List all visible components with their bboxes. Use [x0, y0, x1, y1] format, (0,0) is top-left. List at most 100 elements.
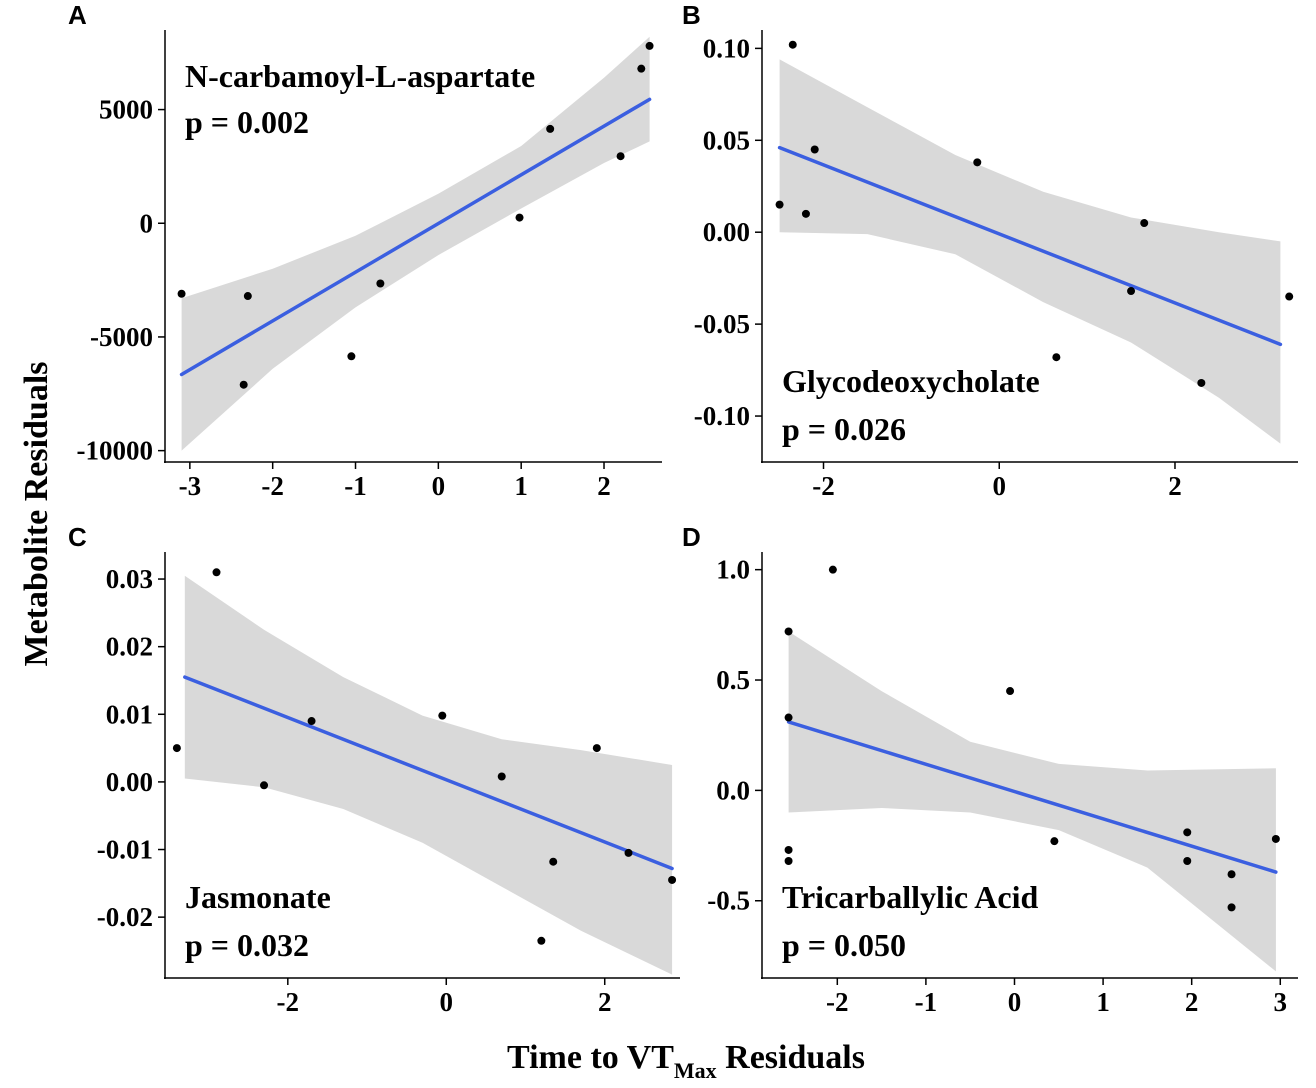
fit-line [777, 145, 1283, 347]
data-point [788, 40, 797, 49]
data-point [637, 64, 646, 73]
x-tick-label: 1 [1096, 987, 1110, 1017]
y-tick-label: 0.10 [703, 33, 750, 63]
data-point [784, 845, 793, 854]
x-tick-label: 2 [598, 987, 612, 1017]
panel-b: B -0.10 -0.05 0.00 0.05 0.10 -2 0 2 Glycodeoxycho… [682, 0, 1298, 501]
y-tick-label: 0.05 [703, 125, 750, 155]
data-point [1050, 837, 1059, 846]
data-point [515, 213, 524, 222]
x-tick-label: 0 [992, 471, 1006, 501]
metabolite-name: Jasmonate [185, 879, 331, 915]
data-point [784, 713, 793, 722]
data-point [784, 857, 793, 866]
data-point [347, 352, 356, 361]
data-point [243, 292, 252, 301]
x-tick-label: -1 [344, 471, 367, 501]
data-point [775, 200, 784, 209]
x-tick-label: 0 [440, 987, 454, 1017]
x-tick-label: 2 [1168, 471, 1182, 501]
fit-line [786, 720, 1278, 874]
confidence-band [788, 631, 1276, 972]
x-axis-title-sub: Max [674, 1058, 717, 1083]
data-point [624, 848, 633, 857]
x-tick-label: -2 [826, 987, 849, 1017]
y-tick-label: 0.0 [716, 775, 750, 805]
data-point [438, 711, 447, 720]
data-point [172, 744, 181, 753]
data-point [239, 380, 248, 389]
y-tick-label: 1.0 [716, 555, 750, 585]
data-point [973, 158, 982, 167]
y-axis-title: Metabolite Residuals [18, 361, 55, 666]
confidence-band [184, 575, 673, 975]
p-value: p = 0.050 [782, 927, 906, 963]
y-tick-label: -0.10 [694, 401, 750, 431]
data-point [1285, 292, 1294, 301]
data-point [1197, 378, 1206, 387]
p-value: p = 0.002 [185, 104, 309, 140]
data-point [212, 568, 221, 577]
x-tick-label: -1 [915, 987, 938, 1017]
data-point [1006, 687, 1015, 696]
data-point [784, 627, 793, 636]
fit-line [179, 97, 652, 377]
panel-c: C -0.02 -0.01 0.00 0.01 0.02 0.03 -2 0 2 Jasmonate… [68, 522, 680, 1017]
data-point [549, 857, 558, 866]
y-tick-label: 0.02 [106, 632, 153, 662]
confidence-band [779, 59, 1281, 444]
panel-letter: A [68, 0, 87, 30]
panel-letter: D [682, 522, 701, 552]
data-point [177, 289, 186, 298]
x-tick-label: -2 [261, 471, 284, 501]
data-point [668, 875, 677, 884]
metabolite-name: Glycodeoxycholate [782, 363, 1040, 399]
y-tick-label: 0.5 [716, 665, 750, 695]
x-tick-label: -2 [277, 987, 300, 1017]
x-tick-label: 2 [597, 471, 611, 501]
y-tick-label: -10000 [77, 436, 154, 466]
p-value: p = 0.032 [185, 927, 309, 963]
panel-letter: B [682, 0, 701, 30]
x-tick-label: 1 [514, 471, 528, 501]
x-tick-label: -2 [812, 471, 835, 501]
confidence-band [181, 36, 650, 451]
panel-d: D -0.5 0.0 0.5 1.0 -2 -1 0 1 2 3 Tricarballylic Aci… [682, 522, 1298, 1017]
data-point [1227, 870, 1236, 879]
y-tick-label: -0.01 [97, 835, 153, 865]
x-tick-label: 3 [1274, 987, 1288, 1017]
data-point [616, 152, 625, 161]
x-axis-title-main: Time to VT [507, 1039, 674, 1076]
y-tick-label: -0.05 [694, 309, 750, 339]
x-axis-title-tail: Residuals [717, 1039, 865, 1076]
data-point [307, 717, 316, 726]
y-tick-label: 0.03 [106, 564, 153, 594]
data-point [810, 145, 819, 154]
data-point [376, 279, 385, 288]
fit-line [183, 675, 674, 871]
y-tick-label: -0.5 [707, 886, 750, 916]
panel-letter: C [68, 522, 87, 552]
data-point [1052, 353, 1061, 362]
data-point [1127, 287, 1136, 296]
y-tick-label: -5000 [90, 322, 153, 352]
y-tick-label: 0.00 [703, 217, 750, 247]
x-tick-label: 0 [1008, 987, 1022, 1017]
data-point [828, 565, 837, 574]
y-tick-label: 0.00 [106, 767, 153, 797]
data-point [1227, 903, 1236, 912]
data-point [1140, 219, 1149, 228]
x-tick-label: 0 [432, 471, 446, 501]
metabolite-name: N-carbamoyl-L-aspartate [185, 58, 535, 94]
y-tick-label: 0 [140, 208, 154, 238]
data-point [1183, 857, 1192, 866]
data-point [801, 209, 810, 218]
data-point [592, 744, 601, 753]
y-tick-label: 0.01 [106, 699, 153, 729]
y-tick-label: 5000 [99, 95, 153, 125]
data-point [260, 781, 269, 790]
data-point [1183, 828, 1192, 837]
data-point [497, 772, 506, 781]
x-axis-title: Time to VTMax Residuals [507, 1039, 865, 1083]
